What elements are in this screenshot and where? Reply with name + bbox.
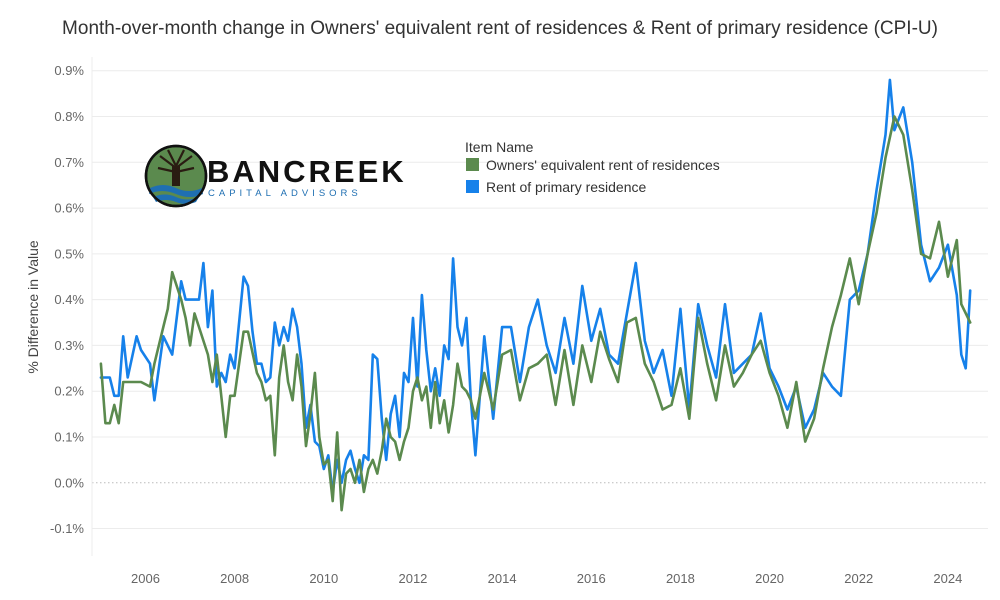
x-tick-label: 2014 [488, 571, 517, 586]
legend: Item Name Owners' equivalent rent of res… [465, 139, 720, 195]
y-tick-label: 0.7% [54, 155, 84, 170]
legend-swatch-owners-equivalent-rent [466, 158, 479, 171]
legend-title: Item Name [465, 139, 534, 155]
y-axis-title: % Difference in Value [25, 240, 41, 374]
y-tick-label: -0.1% [50, 521, 84, 536]
y-tick-label: 0.4% [54, 292, 84, 307]
legend-label-owners-equivalent-rent: Owners' equivalent rent of residences [486, 157, 720, 173]
series-line-rent-of-primary-residence [99, 78, 972, 494]
y-tick-label: 0.5% [54, 246, 84, 261]
x-tick-label: 2016 [577, 571, 606, 586]
x-tick-label: 2008 [220, 571, 249, 586]
y-tick-label: 0.6% [54, 201, 84, 216]
y-tick-label: 0.0% [54, 475, 84, 490]
x-tick-label: 2012 [398, 571, 427, 586]
chart-title: Month-over-month change in Owners' equiv… [62, 18, 938, 39]
x-tick-label: 2024 [933, 571, 962, 586]
logo-name: BANCREEK [207, 154, 407, 189]
x-axis: 2006 2008 2010 2012 2014 2016 2018 2020 2022 2024 [131, 571, 962, 586]
logo-tagline: CAPITAL ADVISORS [208, 188, 362, 199]
tree-icon [144, 144, 208, 208]
x-tick-label: 2020 [755, 571, 784, 586]
series-layer [99, 78, 972, 512]
y-tick-label: 0.8% [54, 109, 84, 124]
x-tick-label: 2010 [309, 571, 338, 586]
y-axis: -0.1% 0.0% 0.1% 0.2% 0.3% 0.4% 0.5% 0.6% 0.7% 0.8… [50, 63, 84, 536]
y-tick-label: 0.1% [54, 429, 84, 444]
bancreek-logo: BANCREEK CAPITAL ADVISORS [144, 144, 407, 208]
y-tick-label: 0.9% [54, 63, 84, 78]
legend-label-rent-of-primary-residence: Rent of primary residence [486, 179, 647, 195]
series-line-owners-equivalent-rent [99, 115, 972, 512]
legend-swatch-rent-of-primary-residence [466, 180, 479, 193]
x-tick-label: 2006 [131, 571, 160, 586]
x-tick-label: 2022 [844, 571, 873, 586]
x-tick-label: 2018 [666, 571, 695, 586]
y-tick-label: 0.3% [54, 338, 84, 353]
y-tick-label: 0.2% [54, 384, 84, 399]
